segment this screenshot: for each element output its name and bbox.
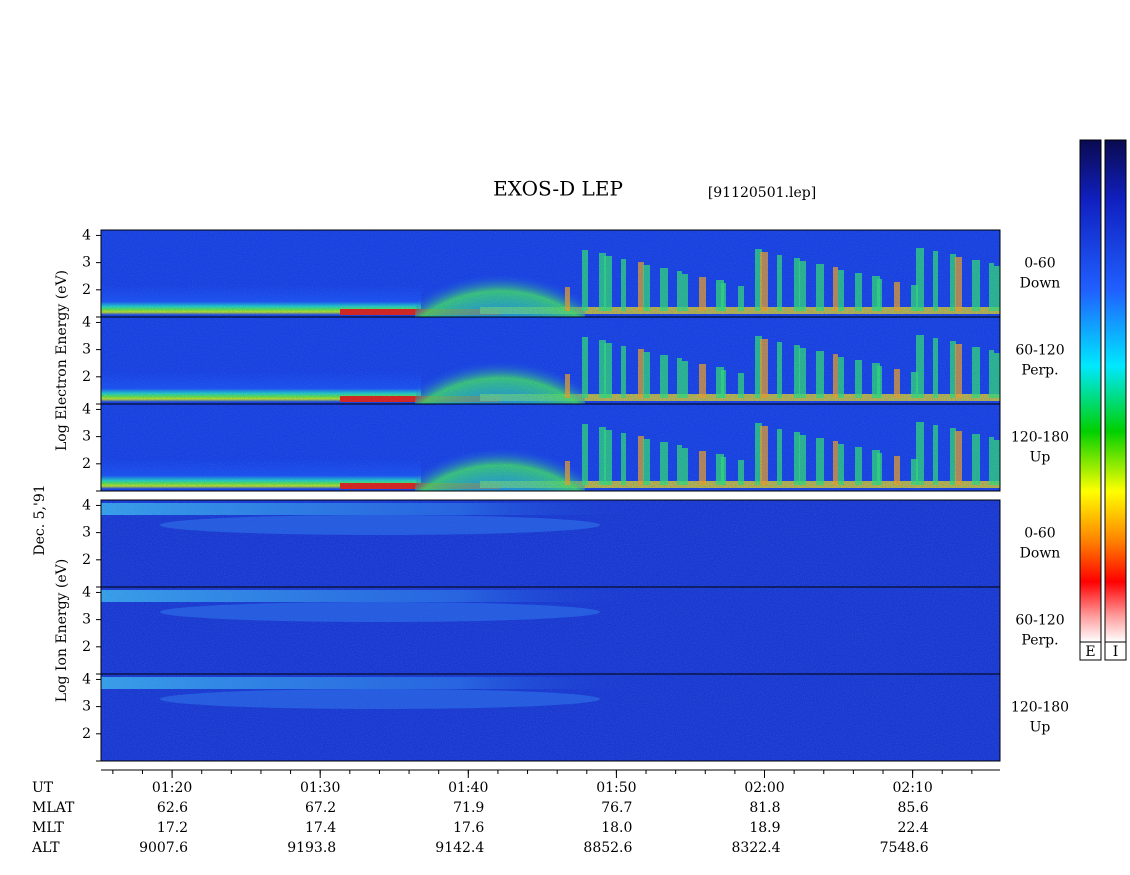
x-tick-label: 02:10 xyxy=(892,780,932,796)
pitch-label: 60-120 xyxy=(1015,613,1064,629)
ephemeris-value: 18.0 xyxy=(601,820,632,836)
spectrogram-panel xyxy=(100,499,1001,588)
direction-label: Perp. xyxy=(1021,633,1058,649)
y-tick-label: 4 xyxy=(82,497,91,513)
y-tick-label: 2 xyxy=(82,726,91,742)
chart-title: EXOS-D LEP xyxy=(493,177,623,201)
colorbar-label: I xyxy=(1113,644,1119,660)
ephemeris-value: 85.6 xyxy=(897,800,928,816)
panel-frame xyxy=(100,673,1001,762)
spectrogram-panel xyxy=(100,586,1001,675)
y-tick-label: 4 xyxy=(82,314,91,330)
y-tick-label: 4 xyxy=(82,671,91,687)
y-axis-label: Log Electron Energy (eV) xyxy=(54,270,70,451)
panel-frame xyxy=(100,403,1001,492)
spectrogram-panel xyxy=(100,403,1001,492)
noise xyxy=(101,674,1000,761)
y-tick-label: 4 xyxy=(82,401,91,417)
y-tick-label: 2 xyxy=(82,282,91,298)
y-tick-label: 4 xyxy=(82,584,91,600)
ephemeris-value: 9007.6 xyxy=(139,840,188,856)
noise xyxy=(101,587,1000,674)
ephemeris-value: 9193.8 xyxy=(287,840,336,856)
spectrogram-panel xyxy=(100,316,1001,405)
ephemeris-value: 7548.6 xyxy=(880,840,929,856)
noise xyxy=(101,500,1000,587)
y-tick-label: 3 xyxy=(82,255,91,271)
x-tick-label: 01:30 xyxy=(300,780,340,796)
ephemeris-name: MLAT xyxy=(32,800,75,816)
y-tick-label: 4 xyxy=(82,227,91,243)
x-tick-label: 01:40 xyxy=(448,780,488,796)
x-tick-label: 01:50 xyxy=(596,780,636,796)
direction-label: Up xyxy=(1030,450,1051,466)
ephemeris-name: ALT xyxy=(31,840,60,856)
y-tick-label: 3 xyxy=(82,699,91,715)
spectrogram-panel xyxy=(100,229,1001,318)
y-tick-label: 2 xyxy=(82,552,91,568)
ephemeris-name: UT xyxy=(32,780,54,796)
panel-image xyxy=(101,230,1000,317)
y-tick-label: 2 xyxy=(82,456,91,472)
ephemeris-value: 22.4 xyxy=(897,820,928,836)
direction-label: Up xyxy=(1030,720,1051,736)
noise xyxy=(101,404,1000,491)
noise xyxy=(101,230,1000,317)
pitch-label: 120-180 xyxy=(1011,700,1069,716)
chart-subtitle: [91120501.lep] xyxy=(708,185,816,201)
panel-image xyxy=(101,587,1000,674)
ephemeris-value: 17.4 xyxy=(305,820,336,836)
ephemeris-name: MLT xyxy=(32,820,64,836)
panel-image xyxy=(101,674,1000,761)
ephemeris-value: 62.6 xyxy=(157,800,188,816)
y-tick-label: 3 xyxy=(82,612,91,628)
pitch-label: 120-180 xyxy=(1011,430,1069,446)
ephemeris-value: 8322.4 xyxy=(732,840,781,856)
y-tick-label: 3 xyxy=(82,525,91,541)
y-tick-label: 3 xyxy=(82,342,91,358)
spectrogram-panel xyxy=(100,673,1001,762)
colorbar-label: E xyxy=(1085,644,1095,660)
ephemeris-value: 8852.6 xyxy=(583,840,632,856)
y-tick-label: 2 xyxy=(82,639,91,655)
ephemeris-value: 17.6 xyxy=(453,820,484,836)
direction-label: Down xyxy=(1020,546,1061,562)
colorbar xyxy=(1104,139,1127,643)
pitch-label: 60-120 xyxy=(1015,343,1064,359)
pitch-label: 0-60 xyxy=(1024,256,1055,272)
panel-image xyxy=(101,317,1000,404)
x-tick-label: 01:20 xyxy=(152,780,192,796)
direction-label: Perp. xyxy=(1021,363,1058,379)
ephemeris-value: 18.9 xyxy=(749,820,780,836)
ephemeris-value: 76.7 xyxy=(601,800,632,816)
noise xyxy=(101,317,1000,404)
y-tick-label: 3 xyxy=(82,429,91,445)
colorbar-label-box xyxy=(1104,641,1127,661)
pitch-label: 0-60 xyxy=(1024,526,1055,542)
ephemeris-value: 81.8 xyxy=(749,800,780,816)
colorbar xyxy=(1079,139,1102,643)
ephemeris-value: 9142.4 xyxy=(435,840,484,856)
colorbar-label-box xyxy=(1079,641,1102,661)
direction-label: Down xyxy=(1020,276,1061,292)
date-label: Dec. 5,'91 xyxy=(32,484,48,555)
panel-image xyxy=(101,500,1000,587)
ephemeris-value: 71.9 xyxy=(453,800,484,816)
y-tick-label: 2 xyxy=(82,369,91,385)
panel-image xyxy=(101,404,1000,491)
x-tick-label: 02:00 xyxy=(744,780,784,796)
y-axis-label: Log Ion Energy (eV) xyxy=(54,559,70,702)
ephemeris-value: 67.2 xyxy=(305,800,336,816)
ephemeris-value: 17.2 xyxy=(157,820,188,836)
